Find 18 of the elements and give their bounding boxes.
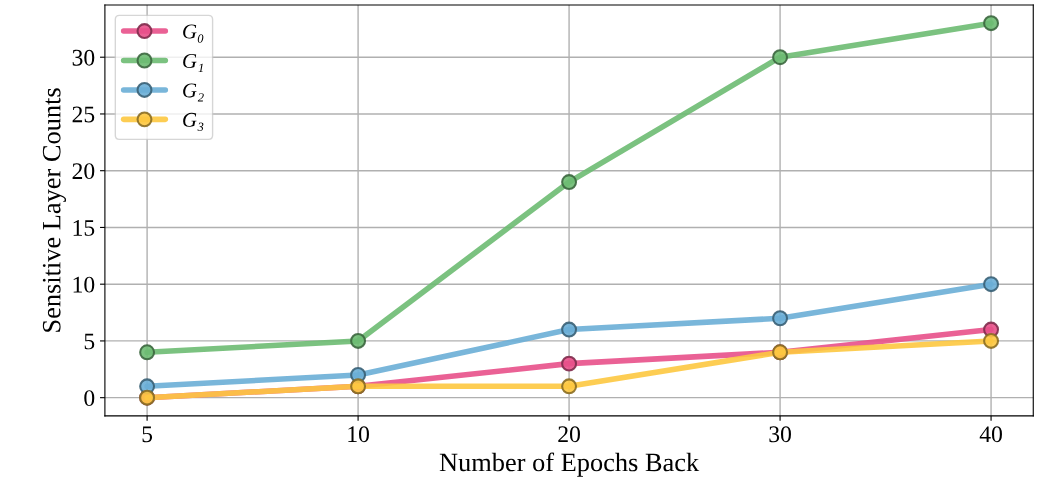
- y-tick-label: 0: [84, 390, 95, 407]
- y-tick-label: 15: [73, 220, 95, 236]
- y-tick-label: 25: [72, 106, 95, 123]
- legend-label: G₂: [183, 83, 204, 102]
- y-tick-label: 30: [72, 49, 95, 66]
- legend-label: G₀: [183, 24, 204, 43]
- x-tick-label: 5: [142, 426, 153, 443]
- y-tick-label: 20: [72, 163, 95, 180]
- y-tick-label: 5: [84, 333, 95, 350]
- x-tick-label: 30: [769, 426, 791, 443]
- x-tick-label: 10: [348, 426, 369, 443]
- y-axis-title: Sensitive Layer Counts: [42, 88, 67, 332]
- legend-label: G₁: [183, 53, 203, 72]
- x-tick-label: 40: [979, 426, 1002, 443]
- x-axis-title: Number of Epochs Back: [439, 452, 700, 477]
- x-tick-label: 20: [558, 426, 580, 443]
- legend-label: G₃: [183, 112, 204, 131]
- y-tick-label: 10: [73, 276, 95, 293]
